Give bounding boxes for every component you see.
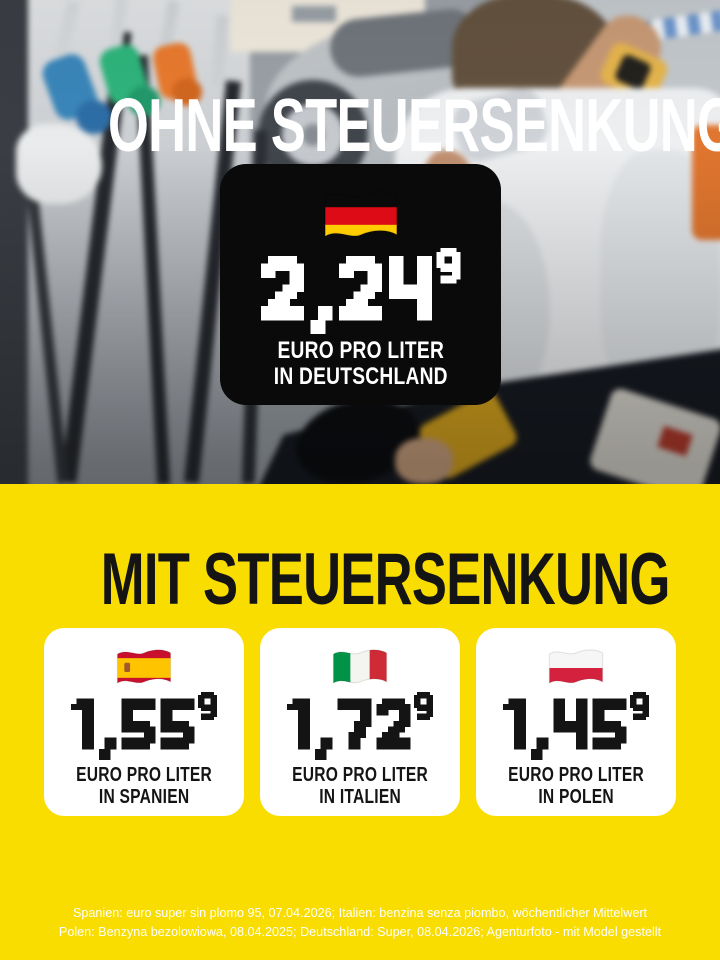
germany-price-card: EURO PRO LITER IN DEUTSCHLAND [220,164,501,405]
caption-line2: IN POLEN [538,786,614,809]
italy-price-caption: EURO PRO LITER IN ITALIEN [292,764,428,809]
caption-line1: EURO PRO LITER [292,764,428,786]
caption-line2: IN SPANIEN [98,786,190,809]
spain-price-card: EURO PRO LITER IN SPANIEN [44,628,244,816]
germany-price-caption: EURO PRO LITER IN DEUTSCHLAND [273,337,448,391]
spain-flag-icon [115,646,173,690]
germany-price-value [260,248,461,338]
germany-flag-icon [322,186,400,246]
poland-flag-icon [547,646,605,690]
caption-line2: IN DEUTSCHLAND [273,363,448,391]
caption-line1: EURO PRO LITER [277,337,444,364]
source-footnote: Spanien: euro super sin plomo 95, 07.04.… [11,904,709,942]
footnote-line2: Polen: Benzyna bezolowiowa, 08.04.2025; … [58,923,662,939]
spain-price-value [70,692,218,764]
italy-price-value [286,692,434,764]
poland-price-caption: EURO PRO LITER IN POLEN [508,764,644,809]
caption-line1: EURO PRO LITER [508,764,644,786]
headline-with-tax-cut: MIT STEUERSENKUNG [100,539,671,620]
headline-without-tax-cut: OHNE STEUERSENKUNG [108,83,720,167]
caption-line2: IN ITALIEN [319,786,401,809]
fuel-nozzle-handles [38,50,102,124]
caption-line1: EURO PRO LITER [76,764,212,786]
poland-price-card: EURO PRO LITER IN POLEN [476,628,676,816]
footnote-line1: Spanien: euro super sin plomo 95, 07.04.… [72,905,648,920]
poland-price-value [502,692,650,764]
italy-price-card: EURO PRO LITER IN ITALIEN [260,628,460,816]
spain-price-caption: EURO PRO LITER IN SPANIEN [76,764,212,809]
italy-flag-icon [331,646,389,690]
